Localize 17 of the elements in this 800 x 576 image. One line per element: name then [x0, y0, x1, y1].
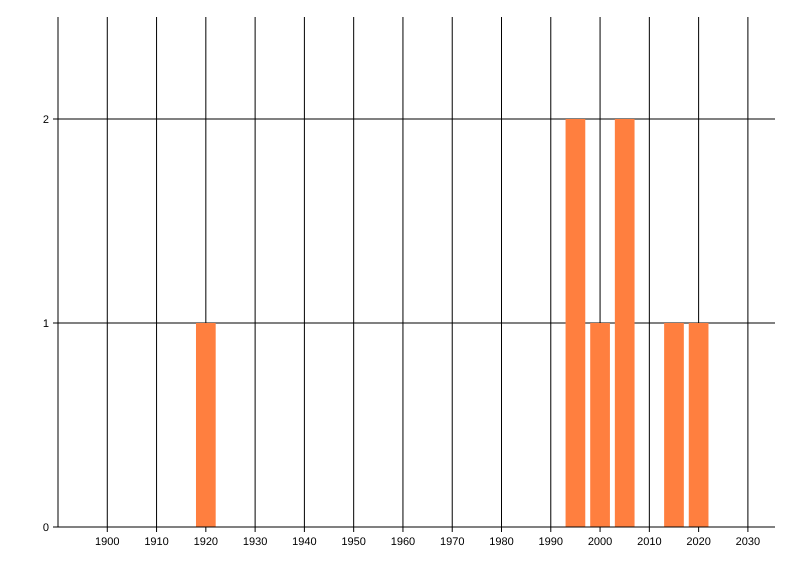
x-tick-label: 2010: [637, 536, 662, 548]
x-tick-label: 1980: [489, 536, 514, 548]
x-tick-label: 2030: [736, 536, 760, 548]
x-tick-label: 2000: [588, 536, 612, 548]
x-tick-label: 1910: [144, 536, 169, 548]
x-tick-label: 1930: [242, 536, 268, 548]
x-tick-label: 1940: [292, 536, 317, 548]
x-tick-label: 1990: [538, 536, 564, 548]
x-tick-label: 2020: [686, 536, 711, 548]
y-tick-label: 0: [42, 522, 49, 534]
x-tick-label: 1960: [390, 536, 416, 548]
x-tick-label: 1920: [194, 536, 218, 548]
x-tick-label: 1970: [440, 536, 464, 548]
x-tick-label: 1900: [95, 536, 120, 548]
x-tick-label: 1950: [341, 536, 366, 548]
y-tick-label: 2: [42, 114, 49, 126]
y-tick-label: 1: [42, 318, 49, 330]
